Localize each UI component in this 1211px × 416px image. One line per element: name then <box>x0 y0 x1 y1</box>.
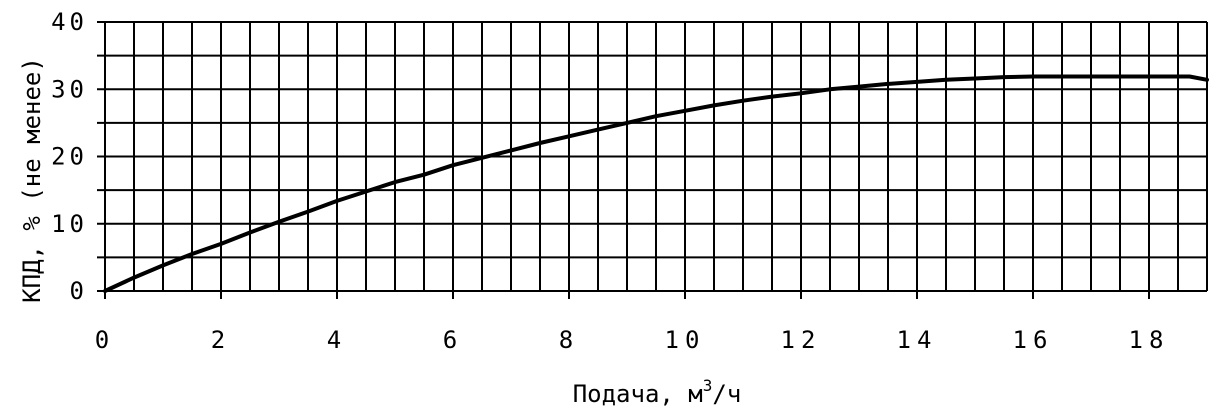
y-tick-label: 10 <box>51 210 88 238</box>
x-tick-label: 18 <box>1129 326 1170 354</box>
x-axis-title-main: Подача, м <box>573 380 703 408</box>
series <box>103 74 1209 293</box>
y-tick-label: 0 <box>70 277 88 305</box>
y-tick-label: 30 <box>51 75 88 103</box>
x-axis-title-superscript: 3 <box>703 376 713 395</box>
x-axis-title: Подача, м3/ч <box>573 376 742 408</box>
tick-labels: 0 2 4 6 8 10 12 14 16 18 0 10 20 30 40 <box>51 8 1170 354</box>
x-tick-label: 14 <box>897 326 938 354</box>
grid <box>97 21 1208 299</box>
x-axis-title-tail: /ч <box>712 380 741 408</box>
x-tick-label: 0 <box>95 326 115 354</box>
x-tick-label: 4 <box>327 326 347 354</box>
x-tick-label: 12 <box>781 326 822 354</box>
y-axis-title: КПД, % (не менее) <box>18 57 46 303</box>
x-tick-label: 16 <box>1013 326 1054 354</box>
x-tick-label: 2 <box>211 326 231 354</box>
x-tick-label: 10 <box>665 326 706 354</box>
y-tick-label: 40 <box>51 8 88 36</box>
x-tick-label: 6 <box>443 326 463 354</box>
series-line <box>103 74 1209 293</box>
y-tick-label: 20 <box>51 143 88 171</box>
x-tick-label: 8 <box>559 326 579 354</box>
